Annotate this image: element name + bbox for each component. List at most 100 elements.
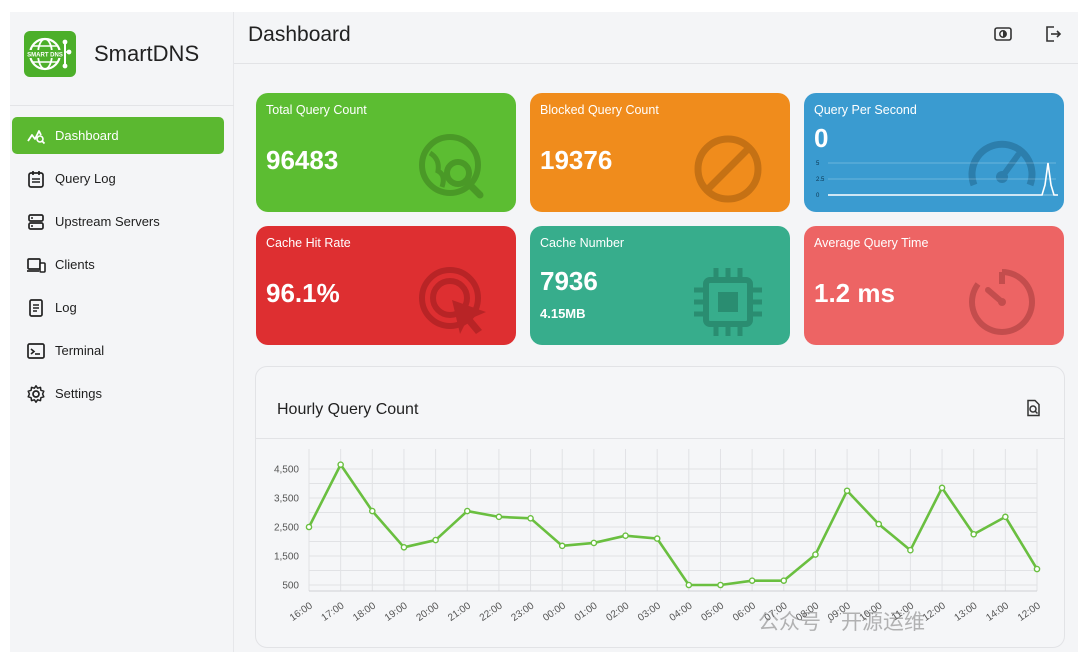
card-value: 19376	[540, 145, 613, 175]
watermark-text: 公众号 · 开源运维	[758, 610, 926, 634]
chip-icon	[694, 268, 762, 336]
sidebar-item-terminal[interactable]: Terminal	[12, 332, 224, 369]
card-value: 0	[814, 123, 829, 153]
hourly-query-chart: 500 1,500 2,500 3,500 4,500 16:00 17:00 18:00 19…	[274, 449, 1043, 624]
sidebar-item-dashboard[interactable]: Dashboard	[12, 117, 224, 154]
search-globe-icon	[419, 134, 484, 199]
y-tick-label: 500	[282, 581, 299, 592]
card-label: Cache Number	[540, 236, 625, 250]
data-point	[843, 487, 851, 495]
data-point	[590, 539, 598, 547]
data-point	[812, 551, 819, 558]
sidebar-item-label: Query Log	[55, 171, 116, 186]
card-label: Total Query Count	[266, 103, 367, 117]
zoom-document-icon	[1024, 399, 1042, 422]
data-point	[558, 542, 566, 550]
data-point	[685, 581, 693, 589]
card-query-per-second[interactable]: Query Per Second 0 5 2.5 0	[804, 93, 1064, 212]
sidebar-item-log[interactable]: Log	[12, 289, 224, 326]
target-cursor-icon	[419, 267, 486, 334]
data-point	[337, 461, 344, 468]
card-value: 96.1%	[266, 278, 340, 308]
devices-icon	[26, 255, 46, 275]
data-point	[463, 507, 471, 515]
block-icon	[694, 135, 762, 203]
data-point	[305, 523, 313, 531]
sidebar-item-upstream-servers[interactable]: Upstream Servers	[12, 203, 224, 240]
x-tick-label: 18:00	[351, 600, 378, 624]
data-point	[938, 484, 946, 492]
data-point	[369, 507, 376, 515]
card-cache-hit-rate[interactable]: Cache Hit Rate 96.1%	[256, 226, 516, 345]
data-point	[527, 515, 534, 522]
card-cache-number[interactable]: Cache Number 7936 4.15MB	[530, 226, 790, 345]
spark-tick: 0	[816, 193, 820, 199]
hourly-query-panel: Hourly Query Count 500 1,500 2,500 3,500 4,5…	[255, 366, 1065, 648]
page-title: Dashboard	[248, 23, 351, 46]
x-tick-label: 20:00	[415, 600, 442, 624]
zoom-document-button[interactable]	[1022, 399, 1044, 421]
sidebar-nav: Dashboard Query Log Upstream Servers Cli…	[12, 117, 224, 418]
y-tick-label: 4,500	[274, 465, 299, 476]
chart-line-icon	[26, 126, 46, 146]
data-point	[780, 577, 788, 584]
sidebar-item-settings[interactable]: Settings	[12, 375, 224, 412]
sidebar-item-label: Dashboard	[55, 128, 119, 143]
x-tick-label: 00:00	[541, 600, 568, 624]
data-point	[907, 546, 914, 554]
sidebar-item-label: Settings	[55, 386, 102, 401]
smartdns-logo: SMART DNS	[24, 31, 76, 77]
sidebar-item-query-log[interactable]: Query Log	[12, 160, 224, 197]
x-tick-label: 02:00	[604, 600, 631, 624]
logout-icon	[1043, 24, 1063, 49]
data-point	[400, 544, 408, 551]
data-point	[875, 520, 883, 528]
card-total-query-count[interactable]: Total Query Count 96483	[256, 93, 516, 212]
x-tick-label: 05:00	[699, 600, 726, 624]
logout-button[interactable]	[1042, 25, 1064, 47]
x-tick-label: 04:00	[668, 600, 695, 624]
x-tick-label: 21:00	[446, 600, 473, 624]
x-tick-label: 03:00	[636, 600, 663, 624]
card-blocked-query-count[interactable]: Blocked Query Count 19376	[530, 93, 790, 212]
timer-icon	[969, 269, 1035, 335]
x-tick-label: 12:00	[1016, 600, 1043, 624]
sidebar-item-label: Log	[55, 300, 77, 315]
card-value: 1.2 ms	[814, 278, 895, 308]
x-tick-label: 22:00	[478, 600, 505, 624]
x-tick-label: 01:00	[573, 600, 600, 624]
spark-tick: 2.5	[816, 177, 825, 183]
card-value: 7936	[540, 266, 598, 296]
app-window: SMART DNS SmartDNS Dashboard	[10, 12, 1078, 652]
x-tick-label: 17:00	[320, 600, 347, 624]
y-tick-label: 2,500	[274, 523, 299, 534]
brand[interactable]: SMART DNS SmartDNS	[24, 30, 199, 78]
panel-title: Hourly Query Count	[277, 401, 419, 418]
card-label: Cache Hit Rate	[266, 236, 351, 250]
card-label: Blocked Query Count	[540, 103, 659, 117]
sidebar-divider	[10, 105, 234, 106]
series-line	[307, 463, 1039, 587]
gear-icon	[26, 384, 46, 404]
data-point	[748, 577, 756, 584]
data-point	[970, 530, 977, 538]
sidebar: SMART DNS SmartDNS Dashboard	[10, 12, 234, 652]
logo-text: SMART DNS	[27, 53, 63, 59]
x-tick-label: 16:00	[288, 600, 315, 624]
qps-sparkline: 5 2.5 0	[816, 161, 1058, 199]
x-tick-label: 14:00	[984, 600, 1011, 624]
speedometer-icon	[968, 140, 1036, 187]
server-icon	[26, 212, 46, 232]
data-point	[1002, 513, 1009, 521]
data-point	[653, 535, 661, 542]
sidebar-item-label: Terminal	[55, 343, 105, 358]
document-icon	[26, 298, 46, 318]
data-point	[622, 532, 629, 539]
panel-divider	[256, 438, 1064, 439]
sidebar-item-clients[interactable]: Clients	[12, 246, 224, 283]
data-point	[717, 581, 724, 589]
card-average-query-time[interactable]: Average Query Time 1.2 ms	[804, 226, 1064, 345]
calendar-list-icon	[26, 169, 46, 189]
data-point	[432, 536, 439, 544]
theme-toggle-button[interactable]	[992, 25, 1014, 47]
